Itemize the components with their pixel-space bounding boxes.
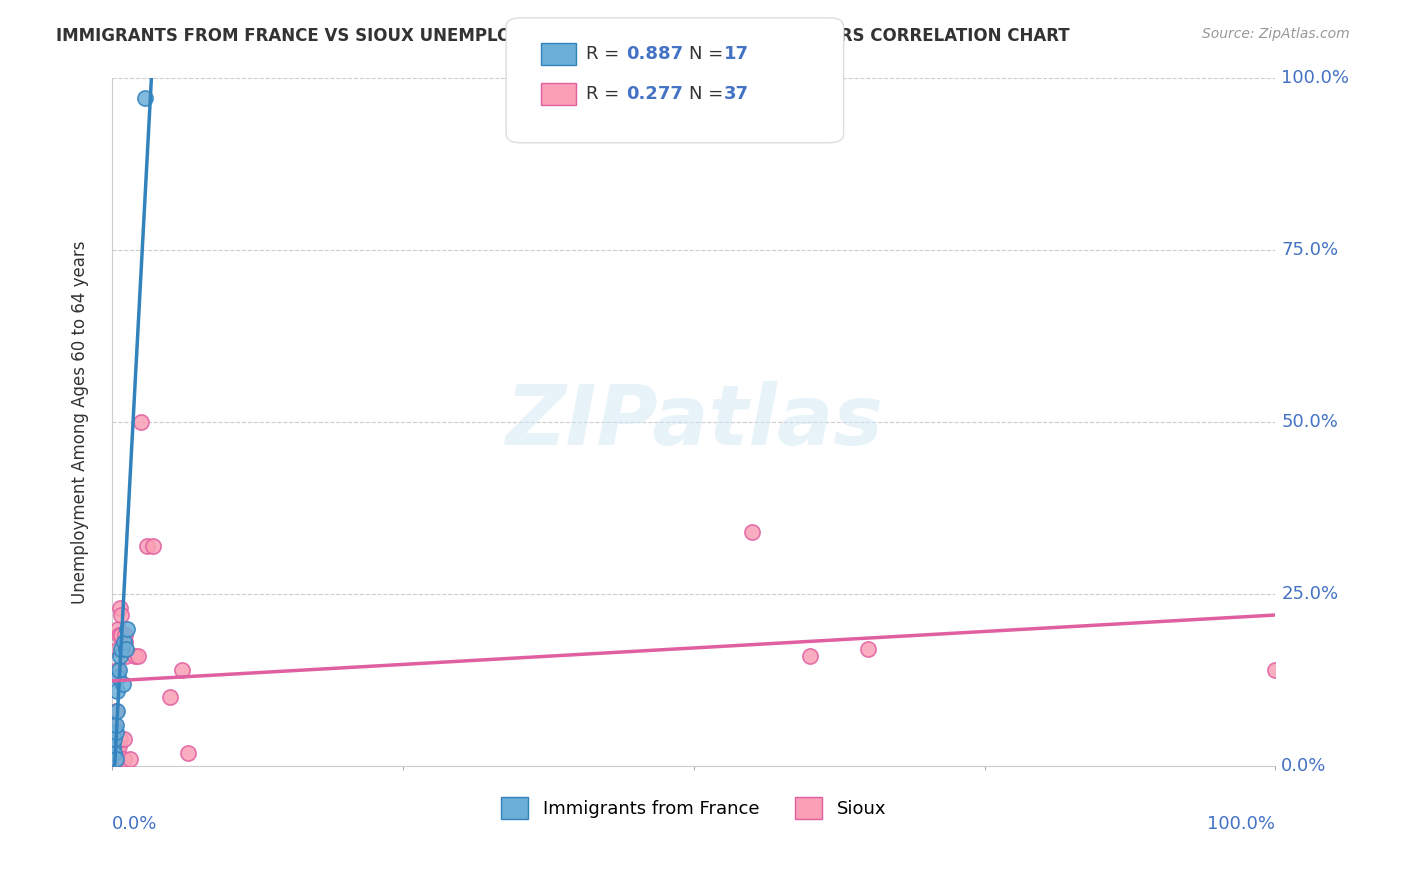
Point (110, 649, 132, 664)
Point (104, 746, 127, 760)
Point (108, 663, 131, 677)
Point (107, 670, 129, 684)
Point (142, 539, 165, 553)
Point (129, 415, 152, 429)
Point (103, 739, 125, 753)
Text: 0.0%: 0.0% (1281, 757, 1327, 775)
Point (103, 739, 125, 753)
Point (858, 642, 880, 657)
Point (159, 690, 181, 705)
Text: 50.0%: 50.0% (1281, 413, 1339, 431)
Point (107, 642, 129, 657)
Point (136, 539, 159, 553)
Point (117, 622, 139, 636)
Point (110, 600, 132, 615)
Text: 0.277: 0.277 (626, 85, 682, 103)
Point (104, 739, 127, 753)
Point (103, 746, 125, 760)
Text: Source: ZipAtlas.com: Source: ZipAtlas.com (1202, 27, 1350, 41)
Point (112, 752, 135, 766)
Point (105, 663, 128, 677)
Point (741, 525, 763, 540)
Text: 0.887: 0.887 (626, 45, 683, 62)
Point (115, 642, 138, 657)
Text: IMMIGRANTS FROM FRANCE VS SIOUX UNEMPLOYMENT AMONG AGES 60 TO 64 YEARS CORRELATI: IMMIGRANTS FROM FRANCE VS SIOUX UNEMPLOY… (56, 27, 1070, 45)
Point (107, 622, 129, 636)
Point (127, 649, 149, 664)
Point (115, 649, 138, 664)
Point (799, 649, 821, 664)
Point (108, 739, 131, 753)
Text: 0.0%: 0.0% (112, 814, 157, 832)
Point (103, 739, 125, 753)
Point (170, 663, 193, 677)
Text: N =: N = (689, 45, 728, 62)
Point (105, 752, 128, 766)
Point (103, 731, 125, 746)
Point (114, 635, 136, 649)
Point (105, 683, 128, 698)
Point (177, 746, 200, 760)
Text: N =: N = (689, 85, 728, 103)
Point (103, 746, 125, 760)
Point (104, 718, 127, 732)
Point (110, 607, 132, 622)
Point (118, 752, 141, 766)
Point (134, 91, 156, 105)
Text: 75.0%: 75.0% (1281, 241, 1339, 259)
Point (103, 718, 125, 732)
Point (112, 731, 135, 746)
Point (112, 635, 135, 649)
Point (124, 649, 146, 664)
Point (104, 724, 127, 739)
Point (104, 704, 127, 718)
Point (104, 752, 127, 766)
Legend: Immigrants from France, Sioux: Immigrants from France, Sioux (494, 789, 894, 826)
Text: R =: R = (586, 85, 626, 103)
Point (110, 642, 132, 657)
Point (110, 731, 132, 746)
Point (110, 628, 132, 642)
Text: R =: R = (586, 45, 626, 62)
Point (103, 731, 125, 746)
Text: 100.0%: 100.0% (1281, 69, 1350, 87)
Text: 25.0%: 25.0% (1281, 585, 1339, 603)
Text: 100.0%: 100.0% (1208, 814, 1275, 832)
Point (103, 724, 125, 739)
Text: ZIPatlas: ZIPatlas (505, 382, 883, 462)
Point (111, 676, 134, 690)
Text: 17: 17 (724, 45, 749, 62)
Text: 37: 37 (724, 85, 749, 103)
Point (108, 628, 131, 642)
Y-axis label: Unemployment Among Ages 60 to 64 years: Unemployment Among Ages 60 to 64 years (72, 240, 89, 604)
Point (114, 628, 136, 642)
Point (1264, 663, 1286, 677)
Point (105, 704, 128, 718)
